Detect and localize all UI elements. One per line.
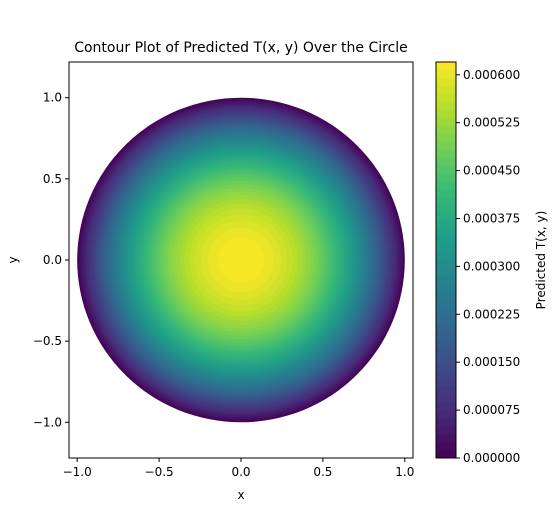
colorbar-tick-label: 0.000225 [463, 307, 520, 321]
colorbar-band [436, 220, 456, 229]
y-axis: −1.0 −0.5 0.0 0.5 1.0 [33, 91, 69, 429]
contour-fill [77, 97, 405, 423]
x-tick-label: −1.0 [63, 465, 92, 479]
y-tick-label: −1.0 [33, 415, 62, 429]
colorbar-band [436, 394, 456, 403]
colorbar-ticks: 0.000000 0.000075 0.000150 0.000225 0.000300… [456, 68, 520, 465]
colorbar-band [436, 125, 456, 134]
colorbar-band [436, 354, 456, 364]
colorbar-band [436, 283, 456, 292]
x-tick-label: 0.0 [231, 465, 250, 479]
colorbar-band [436, 362, 456, 372]
colorbar-tick-label: 0.000075 [463, 403, 520, 417]
colorbar-tick-label: 0.000525 [463, 116, 520, 130]
colorbar-band [436, 323, 456, 332]
colorbar-band [436, 418, 456, 427]
contour-band [217, 237, 265, 283]
colorbar-tick-label: 0.000000 [463, 451, 520, 465]
y-axis-label: y [6, 256, 20, 263]
colorbar-tick-label: 0.000150 [463, 355, 520, 369]
colorbar-band [436, 441, 456, 451]
y-tick-label: 0.5 [43, 172, 62, 186]
colorbar-band [436, 449, 456, 459]
colorbar-tick-label: 0.000300 [463, 259, 520, 273]
colorbar-tick-label: 0.000600 [463, 68, 520, 82]
colorbar-band [436, 228, 456, 237]
plot-area [68, 61, 414, 459]
colorbar-band [436, 402, 456, 411]
colorbar-band [436, 109, 456, 118]
colorbar-band [436, 338, 456, 348]
colorbar-band [436, 291, 456, 300]
x-tick-label: 0.5 [313, 465, 332, 479]
colorbar-band [436, 307, 456, 316]
colorbar-band [436, 85, 456, 94]
chart-title: Contour Plot of Predicted T(x, y) Over t… [74, 40, 408, 56]
colorbar-tick-label: 0.000450 [463, 164, 520, 178]
colorbar-band [436, 243, 456, 253]
colorbar: 0.000000 0.000075 0.000150 0.000225 0.000300… [435, 61, 548, 465]
colorbar-band [436, 61, 456, 71]
colorbar-band [436, 69, 456, 79]
colorbar-band [436, 140, 456, 150]
colorbar-band [436, 315, 456, 324]
colorbar-band [436, 275, 456, 285]
colorbar-band [436, 164, 456, 174]
colorbar-label: Predicted T(x, y) [534, 211, 548, 310]
colorbar-band [436, 148, 456, 158]
x-tick-label: 1.0 [395, 465, 414, 479]
colorbar-band [436, 77, 456, 87]
colorbar-band [436, 426, 456, 435]
y-tick-label: −0.5 [33, 334, 62, 348]
colorbar-band [436, 235, 456, 245]
colorbar-band [436, 188, 456, 197]
colorbar-band [436, 132, 456, 142]
colorbar-band [436, 299, 456, 308]
colorbar-band [436, 172, 456, 182]
colorbar-tick-label: 0.000375 [463, 211, 520, 225]
y-tick-label: 0.0 [43, 253, 62, 267]
colorbar-band [436, 378, 456, 388]
colorbar-band [436, 370, 456, 380]
colorbar-band [436, 101, 456, 110]
y-tick-label: 1.0 [43, 91, 62, 105]
colorbar-band [436, 204, 456, 213]
colorbar-frame [435, 61, 457, 459]
colorbar-band [436, 346, 456, 356]
colorbar-band [436, 259, 456, 269]
x-axis: −1.0 −0.5 0.0 0.5 1.0 [63, 458, 414, 479]
colorbar-band [436, 330, 456, 340]
colorbar-band [436, 93, 456, 102]
colorbar-band [436, 196, 456, 205]
x-tick-label: −0.5 [145, 465, 174, 479]
colorbar-band [436, 156, 456, 166]
colorbar-band [436, 386, 456, 395]
colorbar-band [436, 267, 456, 277]
colorbar-band [436, 180, 456, 190]
colorbar-band [436, 212, 456, 221]
colorbar-band [436, 117, 456, 126]
colorbar-band [436, 251, 456, 261]
colorbar-band [436, 410, 456, 419]
colorbar-band [436, 433, 456, 443]
x-axis-label: x [237, 488, 244, 502]
colorbar-gradient [436, 61, 456, 459]
